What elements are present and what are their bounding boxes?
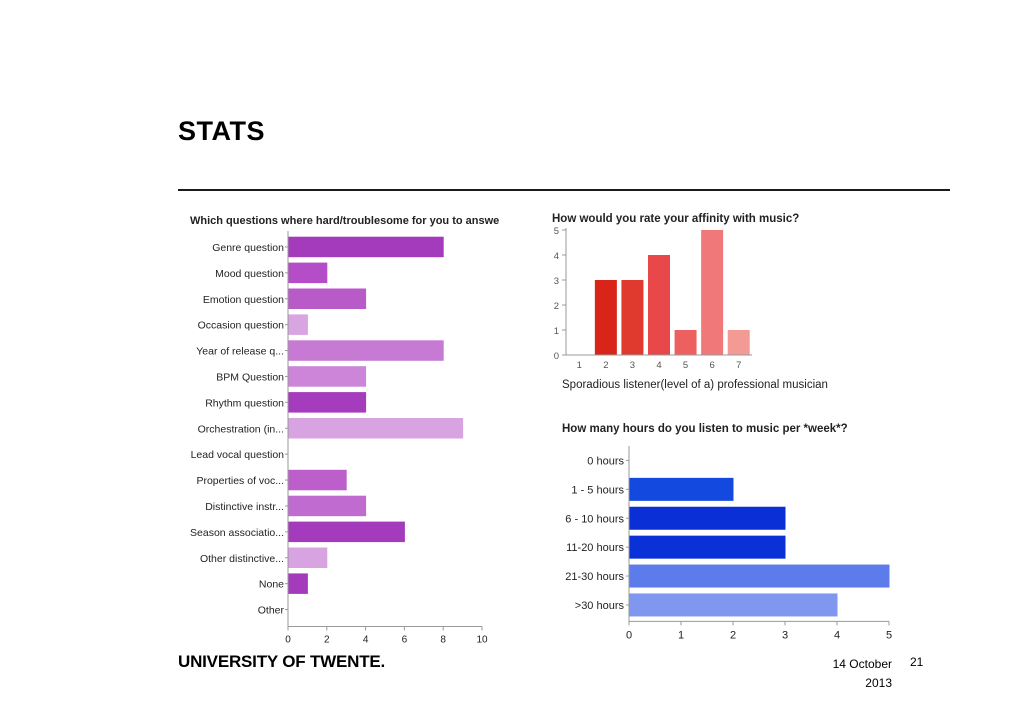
bar: [288, 288, 367, 309]
y-tick-label: 4: [554, 251, 559, 262]
y-tick-label: 5: [554, 226, 559, 237]
bar: [629, 593, 838, 617]
bar: [288, 418, 464, 439]
x-tick-label: 4: [656, 360, 661, 371]
footer-date-line2: 2013: [865, 676, 892, 690]
category-label: Occasion question: [198, 320, 285, 332]
x-tick-label: 3: [782, 629, 788, 640]
category-label: Other distinctive...: [200, 553, 284, 565]
bar: [288, 495, 367, 517]
chart-title: How would you rate your affinity with mu…: [552, 213, 799, 225]
category-label: 6 - 10 hours: [565, 513, 624, 525]
bar: [629, 564, 890, 588]
category-label: Distinctive instr...: [205, 501, 284, 513]
category-label: Year of release q...: [196, 346, 284, 358]
bar: [629, 477, 734, 501]
x-tick-label: 5: [886, 629, 892, 640]
category-label: >30 hours: [575, 600, 625, 612]
x-tick-label: 4: [834, 629, 840, 640]
bar: [288, 314, 308, 335]
bar: [621, 280, 644, 355]
category-label: Orchestration (in...: [198, 423, 284, 435]
bar: [288, 366, 367, 387]
music-affinity-chart: How would you rate your affinity with mu…: [552, 213, 828, 391]
bar: [288, 573, 308, 594]
bar: [288, 469, 347, 491]
x-tick-label: 7: [736, 360, 741, 371]
bar: [727, 330, 750, 355]
x-tick-label: 0: [285, 635, 291, 646]
y-tick-label: 1: [554, 326, 559, 337]
bar: [288, 547, 328, 568]
questions-difficulty-chart: Which questions where hard/troublesome f…: [190, 215, 500, 646]
y-tick-label: 3: [554, 276, 559, 287]
category-label: Mood question: [215, 268, 284, 280]
x-tick-label: 0: [626, 629, 632, 640]
bar: [594, 280, 617, 355]
x-axis-label: Sporadious listener(level of a) professi…: [562, 379, 828, 391]
category-label: Properties of voc...: [196, 475, 284, 487]
x-tick-label: 2: [324, 635, 330, 646]
x-tick-label: 8: [440, 635, 446, 646]
bar: [629, 506, 786, 530]
category-label: 1 - 5 hours: [571, 484, 624, 496]
category-label: 21-30 hours: [565, 571, 624, 583]
x-tick-label: 3: [630, 360, 635, 371]
y-tick-label: 0: [554, 351, 559, 362]
category-label: Other: [258, 605, 285, 617]
slide-title: STATS: [178, 116, 265, 146]
x-tick-label: 2: [730, 629, 736, 640]
bar: [629, 535, 786, 559]
x-tick-label: 4: [363, 635, 369, 646]
category-label: BPM Question: [216, 371, 284, 383]
x-tick-label: 5: [683, 360, 688, 371]
footer-date: 14 October 2013: [812, 655, 892, 693]
university-logo: UNIVERSITY OF TWENTE.: [178, 652, 386, 671]
title-divider: [178, 189, 950, 191]
x-tick-label: 6: [709, 360, 714, 371]
bar: [674, 330, 697, 355]
category-label: 0 hours: [587, 455, 624, 467]
category-label: Emotion question: [203, 294, 284, 306]
x-tick-label: 1: [577, 360, 582, 371]
bar: [288, 340, 444, 361]
bar: [288, 236, 444, 258]
category-label: Rhythm question: [205, 397, 284, 409]
y-tick-label: 2: [554, 301, 559, 312]
footer-date-line1: 14 October: [832, 657, 892, 671]
x-tick-label: 6: [402, 635, 408, 646]
chart-title: How many hours do you listen to music pe…: [562, 423, 848, 435]
category-label: 11-20 hours: [566, 542, 624, 554]
bar: [701, 230, 724, 355]
bar: [648, 255, 670, 355]
bar: [288, 521, 405, 543]
category-label: Season associatio...: [190, 527, 284, 539]
bar: [288, 262, 328, 284]
listening-hours-chart: How many hours do you listen to music pe…: [562, 423, 892, 640]
x-tick-label: 1: [678, 629, 684, 640]
x-tick-label: 10: [476, 635, 488, 646]
bar: [288, 392, 367, 413]
category-label: None: [259, 579, 284, 591]
page-number: 21: [910, 655, 924, 669]
x-tick-label: 2: [603, 360, 608, 371]
category-label: Lead vocal question: [191, 449, 285, 461]
category-label: Genre question: [212, 242, 284, 254]
chart-title: Which questions where hard/troublesome f…: [190, 215, 500, 227]
